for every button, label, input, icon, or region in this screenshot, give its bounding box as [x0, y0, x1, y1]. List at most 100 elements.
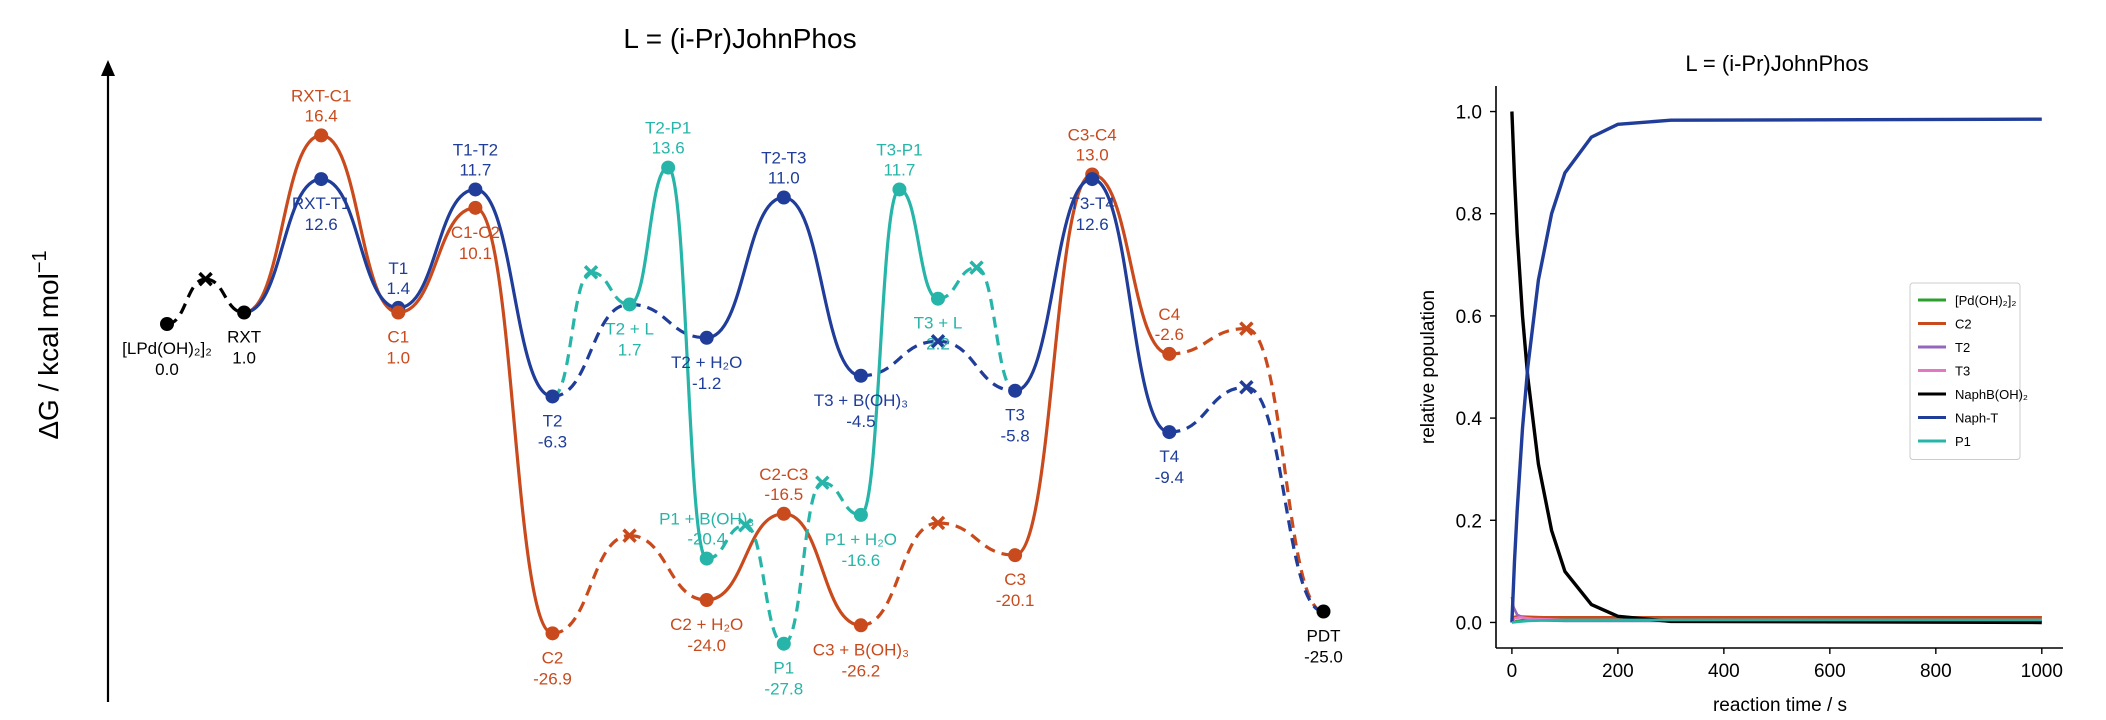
profile-label-name: P1	[773, 659, 794, 678]
profile-label-value: -9.4	[1155, 468, 1184, 487]
profile-label-value: 11.0	[768, 169, 800, 188]
profile-segment-X-t4-PDT	[1246, 385, 1324, 614]
series-line-6	[1511, 618, 2042, 624]
profile-label-name: C3	[1004, 570, 1026, 589]
profile-label-value: 2.2	[926, 335, 950, 354]
profile-segment-RXT-C1-C1	[320, 133, 399, 315]
profile-point-T3	[1008, 383, 1023, 398]
profile-label-name: T2-T3	[761, 149, 806, 168]
profile-point-C2	[545, 626, 560, 641]
energy-profile-title: L = (i-Pr)JohnPhos	[623, 23, 856, 54]
profile-label-RXT: RXT 1.0	[227, 328, 261, 368]
profile-label-PDT: PDT -25.0	[1304, 627, 1343, 667]
profile-label-name: T2	[543, 411, 563, 430]
profile-segment-X-c2-C2+H2O	[629, 534, 707, 602]
profile-point-T3-T4	[1085, 172, 1100, 187]
profile-label-value: -4.5	[846, 412, 875, 431]
profile-label-value: 11.7	[884, 160, 916, 179]
profile-cross-X-p1b	[738, 518, 753, 533]
profile-segment-T2-T3-T3+B	[783, 195, 862, 378]
profile-label-name: C2 + H₂O	[670, 615, 743, 634]
profile-cross-X-t3h	[930, 334, 946, 349]
profile-cross-X-c4	[1239, 321, 1254, 336]
energy-profile-panel: L = (i-Pr)JohnPhos ΔG / kcal mol−1 [LPd(…	[29, 23, 1343, 702]
profile-segment-T2+L-T2-P1	[628, 166, 669, 306]
kinetics-series	[1510, 111, 2042, 625]
profile-label-T3+B: T3 + B(OH)₃ -4.5	[814, 391, 908, 431]
profile-label-name: RXT	[227, 328, 261, 347]
energy-axis-label: ΔG / kcal mol−1	[29, 250, 64, 439]
profile-segment-T3-P1-T3+L	[898, 187, 939, 301]
profile-segment-P1+H2O-T3-P1	[859, 187, 901, 517]
profile-label-C4: C4-2.6	[1155, 305, 1184, 344]
profile-label-value: -20.1	[996, 591, 1035, 610]
legend-item: T2	[1918, 340, 1970, 355]
profile-point-P1	[776, 636, 791, 651]
profile-label-T3+L: T3 + L 2.2	[914, 314, 963, 354]
profile-label-value: -24.0	[687, 636, 726, 655]
profile-point-T2-T3	[776, 190, 791, 205]
legend-item: P1	[1918, 434, 1971, 449]
y-tick-label: 0.0	[1456, 613, 1482, 634]
legend-label: NaphB(OH)₂	[1955, 387, 2028, 402]
x-tick-label: 400	[1708, 661, 1740, 682]
profile-segment-X-c3b-C3	[937, 521, 1016, 557]
profile-segment-C1-C2-C2	[474, 206, 554, 635]
profile-label-value: 16.4	[305, 106, 338, 125]
profile-label-T2+H2O: T2 + H₂O -1.2	[671, 353, 742, 393]
legend-label: P1	[1955, 434, 1971, 449]
profile-cross-X-t4	[1239, 380, 1254, 395]
profile-segment-X-c4-PDT	[1245, 327, 1324, 614]
energy-axis-label-exponent: −1	[29, 250, 51, 273]
profile-point-T2-P1	[661, 160, 676, 175]
kinetics-panel: L = (i-Pr)JohnPhos 0 200 400 600 800 10000.00…	[1418, 51, 2063, 716]
profile-segment-T2-T2+L	[552, 302, 630, 398]
profile-label-name: T1	[388, 259, 408, 278]
profile-segment-T2-P1-P1+B	[666, 166, 709, 561]
profile-point-T1-T2	[468, 182, 483, 197]
profile-label-name: T4	[1159, 447, 1179, 466]
profile-label-name: C3 + B(OH)₃	[813, 640, 909, 659]
y-tick-label: 0.2	[1456, 511, 1482, 532]
profile-label-name: [LPd(OH)₂]₂	[122, 339, 212, 358]
profile-label-name: C3-C4	[1068, 126, 1117, 145]
profile-label-C2+H2O: C2 + H₂O -24.0	[670, 615, 743, 655]
profile-label-LPd: [LPd(OH)₂]₂ 0.0	[122, 339, 212, 379]
profile-label-value: -2.6	[1155, 325, 1184, 344]
profile-segment-C4-X-c4	[1169, 327, 1247, 356]
profile-label-P1+H2O: P1 + H₂O -16.6	[825, 530, 897, 570]
profile-point-LPd	[160, 317, 174, 331]
legend-item: T3	[1918, 364, 1970, 379]
profile-segment-T2+H2O-T2-T3	[706, 195, 785, 340]
profile-label-C2-C3: C2-C3-16.5	[759, 465, 808, 504]
profile-point-PDT	[1316, 604, 1331, 619]
kinetics-ticks: 0 200 400 600 800 1000 0.0 0.2 0.4 0.6 0.8 1.0	[1456, 103, 2063, 682]
profile-label-value: 1.7	[618, 340, 642, 359]
profile-cross-X-t2l	[583, 265, 599, 280]
profile-point-T3+L	[931, 291, 945, 306]
profile-label-name: C1-C2	[451, 223, 500, 242]
legend-label: T3	[1955, 364, 1970, 379]
legend-item: Naph-T	[1918, 411, 1998, 426]
profile-label-value: 12.6	[1076, 215, 1109, 234]
profile-segment-T3-T3-T4	[1014, 177, 1093, 393]
profile-segment-C2-X-c2	[552, 534, 630, 635]
profile-point-T3-P1	[892, 182, 907, 197]
profile-segment-T2-X-t2l	[551, 270, 592, 398]
x-tick-label: 800	[1920, 661, 1952, 682]
profile-point-C2-C3	[776, 506, 791, 521]
energy-axis-arrow-icon	[101, 60, 115, 76]
profile-segment-T3+B-X-t3h	[860, 339, 939, 378]
energy-axis-label-text: ΔG / kcal mol	[33, 273, 64, 440]
kinetics-title: L = (i-Pr)JohnPhos	[1685, 51, 1868, 76]
series-line-1	[1510, 614, 2042, 623]
profile-cross-X-c2	[622, 528, 637, 543]
profile-label-name: C4	[1158, 305, 1180, 324]
profile-label-value: 1.0	[232, 349, 256, 368]
profile-segment-X-t2l-T2+L	[590, 270, 630, 306]
